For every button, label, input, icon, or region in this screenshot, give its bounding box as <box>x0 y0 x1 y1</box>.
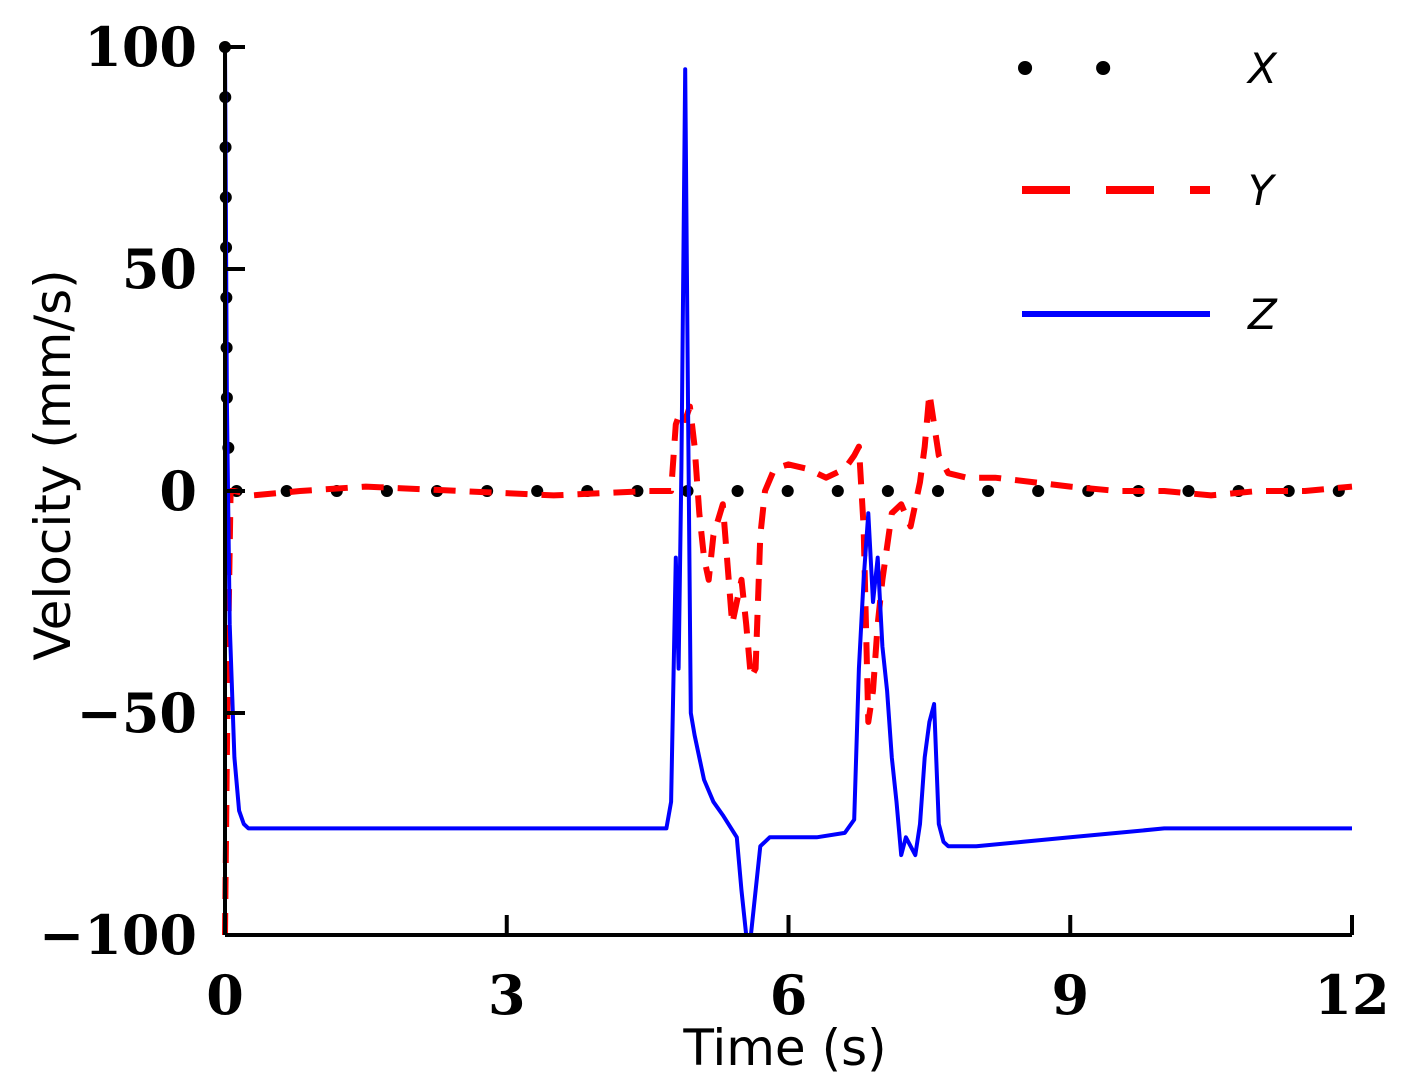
y-tick-label: 100 <box>84 15 197 79</box>
series-line-y <box>222 390 1353 936</box>
series-line-x <box>219 41 1358 497</box>
legend-label-y: Y <box>1248 166 1277 215</box>
x-tick-label: 0 <box>206 963 244 1027</box>
series-line-z <box>223 46 1352 937</box>
plot-series <box>219 41 1358 937</box>
x-axis-label: Time (s) <box>682 1019 886 1077</box>
y-tick-label: −50 <box>77 681 197 745</box>
legend-label-z: Z <box>1247 290 1278 339</box>
legend: X Y Z <box>1018 44 1278 339</box>
y-tick-label: 50 <box>122 237 197 301</box>
y-tick-label: 0 <box>159 459 197 523</box>
x-tick-label: 3 <box>488 963 526 1027</box>
y-tick-label: −100 <box>39 903 197 967</box>
ticks: −100 −50 0 50 100 0 3 6 9 12 <box>39 15 1390 1027</box>
y-axis-label: Velocity (mm/s) <box>24 269 82 660</box>
x-tick-label: 9 <box>1051 963 1089 1027</box>
x-tick-label: 6 <box>770 963 808 1027</box>
legend-label-x: X <box>1246 44 1278 93</box>
x-tick-label: 12 <box>1314 963 1389 1027</box>
